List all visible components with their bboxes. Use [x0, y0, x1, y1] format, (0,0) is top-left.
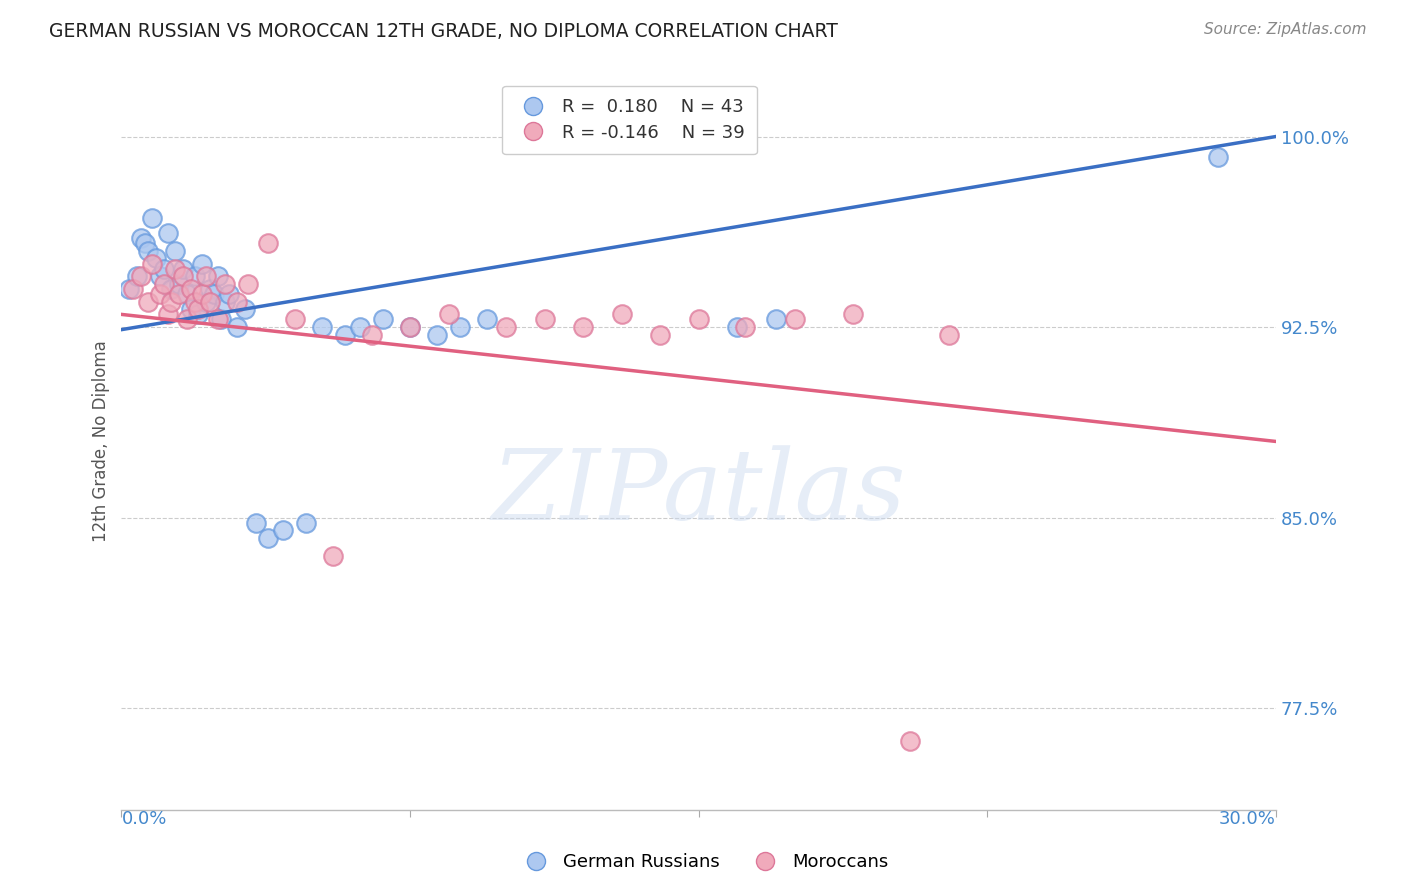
Point [156, 307, 179, 321]
Point [399, 320, 422, 334]
Point [180, 302, 202, 317]
Point [183, 294, 205, 309]
Point [141, 211, 163, 225]
Point [360, 327, 382, 342]
Point [688, 312, 710, 326]
Point [475, 312, 498, 326]
Point [187, 307, 209, 321]
Text: ZIPatlas: ZIPatlas [492, 445, 905, 541]
Point [191, 256, 214, 270]
Text: 30.0%: 30.0% [1219, 810, 1277, 828]
Point [152, 261, 174, 276]
Point [349, 320, 371, 334]
Point [160, 294, 183, 309]
Point [176, 287, 198, 301]
Point [322, 549, 344, 563]
Point [176, 312, 198, 326]
Point [610, 307, 633, 321]
Point [449, 320, 471, 334]
Point [399, 320, 422, 334]
Legend: R =  0.180    N = 43, R = -0.146    N = 39: R = 0.180 N = 43, R = -0.146 N = 39 [502, 86, 756, 154]
Point [225, 294, 247, 309]
Point [118, 282, 141, 296]
Point [437, 307, 460, 321]
Point [172, 261, 194, 276]
Point [765, 312, 787, 326]
Point [495, 320, 517, 334]
Point [245, 516, 267, 530]
Point [172, 269, 194, 284]
Point [156, 226, 179, 240]
Point [938, 327, 960, 342]
Point [145, 252, 167, 266]
Point [160, 282, 183, 296]
Point [1206, 150, 1229, 164]
Point [138, 294, 160, 309]
Point [149, 287, 172, 301]
Point [129, 231, 152, 245]
Point [211, 312, 233, 326]
Point [122, 282, 145, 296]
Point [202, 287, 225, 301]
Point [734, 320, 756, 334]
Point [141, 256, 163, 270]
Point [783, 312, 806, 326]
Point [533, 312, 555, 326]
Point [898, 734, 921, 748]
Point [311, 320, 333, 334]
Point [187, 302, 209, 317]
Point [238, 277, 260, 291]
Point [233, 302, 256, 317]
Point [195, 269, 218, 284]
Point [295, 516, 318, 530]
Point [426, 327, 449, 342]
Point [198, 294, 221, 309]
Point [191, 287, 214, 301]
Point [841, 307, 863, 321]
Point [218, 287, 240, 301]
Point [207, 269, 229, 284]
Point [198, 282, 221, 296]
Point [165, 261, 187, 276]
Point [371, 312, 394, 326]
Point [284, 312, 307, 326]
Point [256, 236, 278, 251]
Point [333, 327, 356, 342]
Point [214, 277, 236, 291]
Point [214, 294, 236, 309]
Point [195, 294, 218, 309]
Point [572, 320, 595, 334]
Point [225, 320, 247, 334]
Point [180, 282, 202, 296]
Point [207, 312, 229, 326]
Point [167, 287, 190, 301]
Point [165, 244, 187, 258]
Y-axis label: 12th Grade, No Diploma: 12th Grade, No Diploma [93, 341, 110, 542]
Legend: German Russians, Moroccans: German Russians, Moroccans [510, 847, 896, 879]
Point [256, 531, 278, 545]
Point [125, 269, 148, 284]
Point [149, 269, 172, 284]
Point [134, 236, 156, 251]
Text: 0.0%: 0.0% [121, 810, 167, 828]
Point [271, 524, 294, 538]
Point [183, 269, 205, 284]
Point [167, 277, 190, 291]
Point [725, 320, 748, 334]
Point [152, 277, 174, 291]
Text: Source: ZipAtlas.com: Source: ZipAtlas.com [1204, 22, 1367, 37]
Point [138, 244, 160, 258]
Point [129, 269, 152, 284]
Text: GERMAN RUSSIAN VS MOROCCAN 12TH GRADE, NO DIPLOMA CORRELATION CHART: GERMAN RUSSIAN VS MOROCCAN 12TH GRADE, N… [49, 22, 838, 41]
Point [650, 327, 672, 342]
